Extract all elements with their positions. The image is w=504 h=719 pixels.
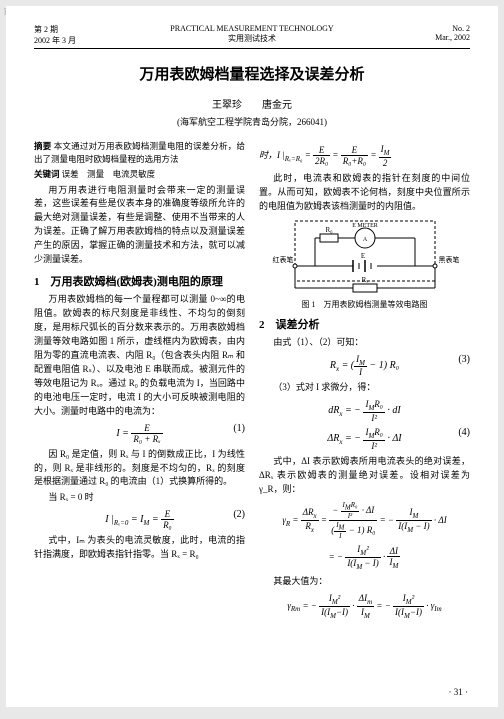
eq-number-3: (3) bbox=[458, 354, 470, 365]
affiliation: (海军航空工程学院青岛分院，266041) bbox=[34, 115, 470, 128]
svg-text:E: E bbox=[360, 252, 364, 260]
section-1-title: 1 万用表欧姆档(欧姆表)测电阻的原理 bbox=[34, 273, 245, 289]
equation-gamma: γR = ΔRxRx = − IMR₀I² · ΔI (IMI − 1) R₀ … bbox=[259, 501, 470, 541]
equation-gamma2: = − IM²I(IM − I) · ΔIIM bbox=[259, 544, 470, 571]
keywords-label: 关键词 bbox=[34, 169, 60, 179]
section-2-p1: 由式（1）、（2）可知： bbox=[259, 336, 470, 350]
equation-gamma-max: γRm = − IM²I(IM−I) · ΔImIM = − IM²I(IM−I… bbox=[259, 593, 470, 620]
two-column-body: 摘要 本文通过对万用表欧姆档测量电阻的误差分析，给出了测量电阻时欧姆档量程的选用… bbox=[34, 140, 470, 624]
figure-1: A E METER R₀ E bbox=[259, 216, 470, 310]
keywords: 关键词 误差 测量 电流灵敏度 bbox=[34, 168, 245, 180]
keywords-text: 误差 测量 电流灵敏度 bbox=[62, 169, 156, 179]
section-1-p3: 式中，Iₘ 为表头的电流灵敏度，此时，电流的指针指满度，即欧姆表指针指零。当 R… bbox=[34, 534, 245, 562]
figure-1-caption: 图 1 万用表欧姆档测量等效电路图 bbox=[259, 299, 470, 310]
abstract-label: 摘要 bbox=[34, 141, 51, 151]
section-1-p1: 万用表欧姆档的每一个量程都可以测量 0~∞的电阻值。欧姆表的标尺刻度是非线性、不… bbox=[34, 293, 245, 418]
left-column: 摘要 本文通过对万用表欧姆档测量电阻的误差分析，给出了测量电阻时欧姆档量程的选用… bbox=[34, 140, 245, 624]
svg-text:红表笔: 红表笔 bbox=[272, 255, 293, 264]
section-1-p2: 因 R₀ 是定值，则 Rₓ 与 I 的倒数成正比，I 为线性的，则 Rₓ 是非线… bbox=[34, 448, 245, 490]
issue-month: Mar., 2002 bbox=[400, 33, 470, 42]
abstract: 摘要 本文通过对万用表欧姆档测量电阻的误差分析，给出了测量电阻时欧姆档量程的选用… bbox=[34, 140, 245, 166]
section-2-p4: 其最大值为： bbox=[259, 575, 470, 589]
page-number: · 31 · bbox=[449, 687, 469, 697]
journal-title-en: PRACTICAL MEASUREMENT TECHNOLOGY bbox=[104, 24, 400, 33]
equation-3: Rx = (IMI − 1) R₀ (3) bbox=[259, 354, 470, 378]
section-2-p3: 式中，ΔI 表示欧姆表所用电流表头的绝对误差，ΔRₓ 表示欧姆表的测量绝对误差。… bbox=[259, 455, 470, 497]
issue-no: No. 2 bbox=[400, 24, 470, 33]
authors: 王翠珍 唐金元 bbox=[34, 96, 470, 111]
equation-dr: dRx = − IMR₀I² · dI bbox=[259, 399, 470, 423]
svg-text:R₀: R₀ bbox=[325, 226, 333, 234]
svg-text:E METER: E METER bbox=[352, 223, 378, 229]
eq-number-4: (4) bbox=[458, 427, 470, 438]
equation-4: ΔRx = − IMR₀I² · ΔI (4) bbox=[259, 427, 470, 451]
equation-2: I |Rₓ=0 = IM = ER₀ (2) bbox=[34, 509, 245, 530]
eq-number-1: (1) bbox=[233, 423, 245, 434]
issue-date: 2002 年 3 月 bbox=[34, 35, 104, 46]
paper-title: 万用表欧姆档量程选择及误差分析 bbox=[34, 63, 470, 84]
svg-text:A: A bbox=[362, 237, 367, 243]
abstract-text: 本文通过对万用表欧姆档测量电阻的误差分析，给出了测量电阻时欧姆档量程的选用方法 bbox=[34, 141, 245, 164]
intro-paragraph: 用万用表进行电阻测量时会带来一定的测量误差，这些误差有些是仪表本身的准确度等级所… bbox=[34, 184, 245, 268]
right-column: 时，I |Rₓ=R₀ = E2R₀ = ER₀+R₀ = IM2 此时，电流表和… bbox=[259, 140, 470, 624]
right-continuation-eq: 时，I |Rₓ=R₀ = E2R₀ = ER₀+R₀ = IM2 bbox=[259, 144, 470, 168]
right-p1: 此时，电流表和欧姆表的指针在刻度的中间位置。从而可知，欧姆表不论何档，刻度中央位… bbox=[259, 172, 470, 214]
section-2-title: 2 误差分析 bbox=[259, 316, 470, 332]
section-1-p3a: 当 Rₓ = 0 时 bbox=[34, 491, 245, 505]
paper-page: 第 2 期 2002 年 3 月 PRACTICAL MEASUREMENT T… bbox=[6, 6, 498, 707]
eq-number-2: (2) bbox=[233, 509, 245, 520]
svg-text:黑表笔: 黑表笔 bbox=[438, 255, 459, 264]
equation-1: I = ER₀ + Rₓ (1) bbox=[34, 423, 245, 444]
journal-title-cn: 实用测试技术 bbox=[104, 33, 400, 44]
svg-text:Rₓ: Rₓ bbox=[361, 276, 369, 284]
issue-number: 第 2 期 bbox=[34, 24, 104, 35]
section-2-p2: （3）式对 I 求微分，得： bbox=[259, 381, 470, 395]
running-header: 第 2 期 2002 年 3 月 PRACTICAL MEASUREMENT T… bbox=[34, 24, 470, 49]
